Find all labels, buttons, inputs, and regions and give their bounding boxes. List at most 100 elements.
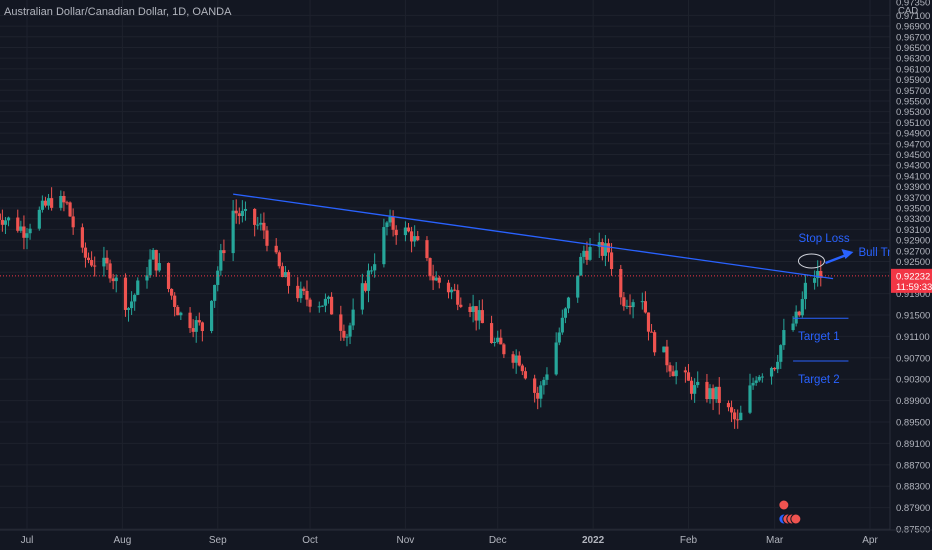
candle-body[interactable] bbox=[71, 216, 75, 228]
candle-body[interactable] bbox=[65, 202, 69, 204]
candle-body[interactable] bbox=[302, 288, 306, 291]
candle-body[interactable] bbox=[6, 217, 11, 221]
candle-body[interactable] bbox=[19, 226, 23, 231]
candle-body[interactable] bbox=[782, 330, 786, 346]
candle-body[interactable] bbox=[59, 195, 63, 208]
candle-body[interactable] bbox=[93, 265, 97, 267]
economic-event-icon[interactable] bbox=[778, 499, 790, 511]
candle-body[interactable] bbox=[157, 263, 161, 271]
candle-body[interactable] bbox=[317, 306, 321, 308]
candle-body[interactable] bbox=[625, 305, 629, 307]
candle-body[interactable] bbox=[176, 306, 180, 316]
candle-body[interactable] bbox=[191, 328, 195, 332]
candle-body[interactable] bbox=[606, 243, 611, 253]
candle-body[interactable] bbox=[468, 306, 472, 313]
candle-body[interactable] bbox=[231, 210, 235, 254]
candle-body[interactable] bbox=[437, 277, 441, 283]
candle-body[interactable] bbox=[736, 419, 740, 421]
candle-body[interactable] bbox=[68, 202, 72, 217]
candle-body[interactable] bbox=[585, 250, 589, 260]
candle-body[interactable] bbox=[696, 381, 700, 386]
candle-body[interactable] bbox=[729, 407, 734, 413]
candle-body[interactable] bbox=[200, 322, 204, 332]
candle-body[interactable] bbox=[493, 341, 497, 343]
candle-body[interactable] bbox=[305, 290, 309, 300]
candle-body[interactable] bbox=[428, 258, 432, 277]
candle-body[interactable] bbox=[431, 276, 435, 281]
candle-body[interactable] bbox=[50, 198, 54, 208]
candle-body[interactable] bbox=[25, 233, 29, 238]
candle-body[interactable] bbox=[108, 263, 112, 279]
candle-body[interactable] bbox=[369, 270, 374, 272]
candle-body[interactable] bbox=[133, 294, 137, 302]
candle-body[interactable] bbox=[563, 308, 568, 318]
stop-loss-label[interactable]: Stop Loss bbox=[798, 233, 849, 245]
candle-body[interactable] bbox=[523, 371, 528, 379]
candle-body[interactable] bbox=[705, 381, 709, 400]
candle-body[interactable] bbox=[360, 283, 364, 310]
candle-body[interactable] bbox=[653, 332, 657, 353]
candle-body[interactable] bbox=[533, 378, 537, 393]
candle-body[interactable] bbox=[394, 229, 398, 236]
candle-body[interactable] bbox=[708, 388, 712, 400]
candle-body[interactable] bbox=[90, 260, 94, 266]
candle-body[interactable] bbox=[170, 288, 174, 296]
candle-body[interactable] bbox=[536, 392, 540, 399]
candle-body[interactable] bbox=[609, 252, 614, 270]
candle-body[interactable] bbox=[566, 297, 571, 309]
candle-body[interactable] bbox=[277, 252, 281, 267]
candle-body[interactable] bbox=[213, 284, 217, 301]
candle-body[interactable] bbox=[253, 208, 257, 225]
candle-body[interactable] bbox=[496, 337, 500, 342]
candle-body[interactable] bbox=[576, 275, 580, 298]
candle-body[interactable] bbox=[603, 243, 608, 256]
candle-body[interactable] bbox=[286, 272, 291, 286]
candle-body[interactable] bbox=[471, 306, 475, 313]
candle-body[interactable] bbox=[299, 288, 303, 299]
candle-body[interactable] bbox=[779, 345, 783, 362]
candle-body[interactable] bbox=[643, 301, 648, 313]
time-axis[interactable]: Jul Aug Sep Oct Nov Dec 2022 Feb Mar Apr bbox=[0, 529, 932, 546]
candle-body[interactable] bbox=[649, 331, 654, 333]
candle-body[interactable] bbox=[114, 277, 118, 282]
candle-body[interactable] bbox=[342, 330, 346, 338]
candle-body[interactable] bbox=[631, 302, 635, 308]
candle-body[interactable] bbox=[800, 299, 804, 316]
candle-body[interactable] bbox=[348, 325, 352, 337]
candle-body[interactable] bbox=[597, 242, 601, 248]
candle-body[interactable] bbox=[259, 222, 263, 225]
candle-body[interactable] bbox=[406, 227, 411, 232]
candle-body[interactable] bbox=[520, 365, 524, 372]
candle-body[interactable] bbox=[274, 245, 278, 253]
candle-body[interactable] bbox=[726, 402, 731, 408]
candle-body[interactable] bbox=[671, 371, 675, 377]
candle-body[interactable] bbox=[797, 311, 801, 316]
highlight-ellipse[interactable] bbox=[797, 253, 825, 269]
economic-event-icon[interactable] bbox=[790, 513, 802, 525]
candle-body[interactable] bbox=[477, 310, 481, 321]
price-axis[interactable]: 0.875000.879000.883000.887000.891000.895… bbox=[889, 0, 932, 536]
candle-body[interactable] bbox=[105, 257, 109, 264]
candle-body[interactable] bbox=[459, 304, 463, 307]
candle-body[interactable] bbox=[760, 376, 764, 378]
symbol-title[interactable]: Australian Dollar/Canadian Dollar, 1D, O… bbox=[4, 6, 231, 18]
candle-body[interactable] bbox=[628, 305, 632, 308]
candle-body[interactable] bbox=[674, 370, 678, 377]
candle-body[interactable] bbox=[474, 306, 478, 321]
candle-body[interactable] bbox=[560, 317, 564, 333]
candle-body[interactable] bbox=[514, 355, 518, 363]
candle-body[interactable] bbox=[222, 250, 226, 254]
candle-body[interactable] bbox=[622, 297, 626, 307]
candle-body[interactable] bbox=[748, 385, 752, 413]
candle-body[interactable] bbox=[683, 370, 688, 373]
candle-body[interactable] bbox=[28, 228, 32, 234]
candle-body[interactable] bbox=[308, 299, 312, 307]
candle-body[interactable] bbox=[582, 250, 586, 257]
candle-body[interactable] bbox=[123, 277, 128, 310]
candle-body[interactable] bbox=[413, 236, 417, 242]
candle-body[interactable] bbox=[545, 374, 549, 380]
candle-body[interactable] bbox=[345, 336, 349, 338]
candle-body[interactable] bbox=[791, 323, 795, 331]
candle-body[interactable] bbox=[733, 412, 737, 420]
candle-body[interactable] bbox=[173, 295, 177, 307]
